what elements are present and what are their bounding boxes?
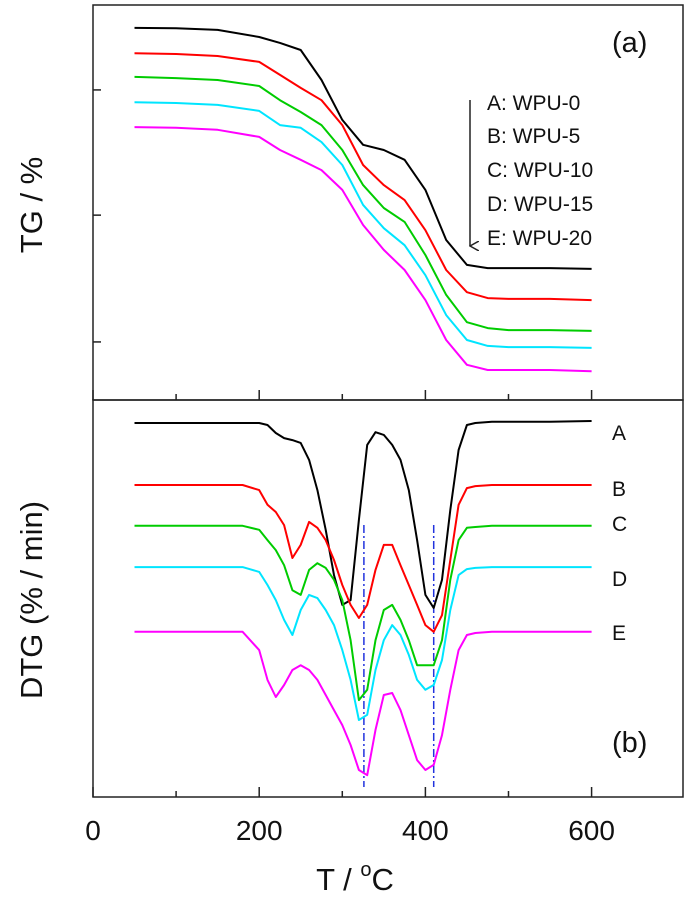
plot-frame	[92, 4, 684, 401]
legend-entry: E: WPU-20	[487, 227, 592, 250]
legend-entry: A: WPU-0	[487, 92, 580, 115]
legend-entry: C: WPU-10	[487, 159, 593, 182]
x-label-part: C	[371, 862, 393, 897]
series-label: C	[612, 513, 627, 536]
x-label-part: T /	[316, 862, 360, 897]
legend-entry: D: WPU-15	[487, 193, 593, 216]
series-line	[134, 52, 592, 302]
series-line	[134, 420, 592, 609]
series-label: D	[612, 568, 627, 591]
legend-entry: B: WPU-5	[487, 125, 580, 148]
series-label: E	[612, 622, 626, 645]
series-line	[134, 566, 592, 721]
series-line	[134, 126, 592, 373]
x-tick-label: 0	[85, 815, 101, 846]
series-line	[134, 524, 592, 702]
panel-label: (b)	[612, 727, 647, 759]
x-tick-label: 400	[402, 815, 449, 846]
series-line	[134, 101, 592, 349]
series-label: A	[612, 422, 626, 445]
series-label: B	[612, 478, 626, 501]
y-axis-label: DTG (% / min)	[14, 501, 49, 699]
panel-label: (a)	[612, 27, 647, 59]
series-line	[134, 26, 592, 270]
x-label-sup: o	[360, 859, 371, 881]
x-tick-label: 200	[236, 815, 283, 846]
series-line	[134, 75, 592, 332]
series-line	[134, 484, 592, 633]
x-tick-label: 600	[568, 815, 615, 846]
x-axis-label: T / oC	[316, 859, 394, 897]
plot-frame	[92, 399, 684, 798]
y-axis-label: TG / %	[14, 157, 49, 253]
series-line	[134, 630, 592, 777]
